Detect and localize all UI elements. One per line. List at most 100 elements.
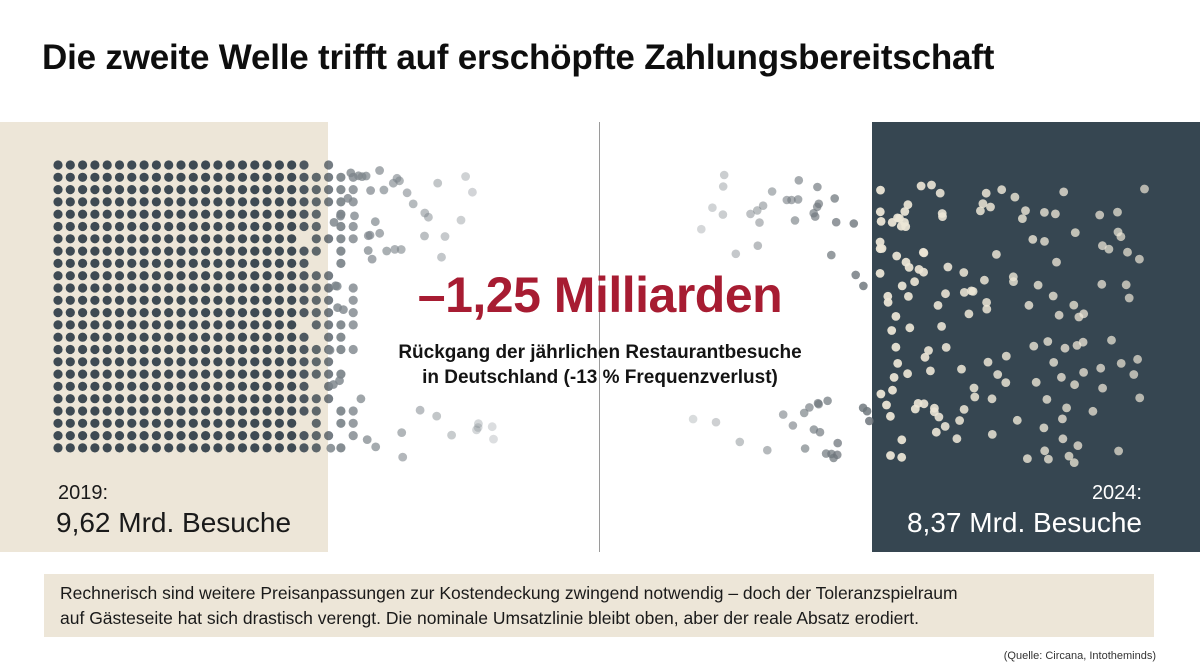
dot-2019 xyxy=(336,234,346,244)
dot-2019 xyxy=(102,320,112,330)
dot-2019 xyxy=(262,443,272,453)
dot-2019 xyxy=(274,221,284,232)
dot-2019 xyxy=(65,344,75,355)
dot-2019 xyxy=(151,381,161,391)
dot-2024 xyxy=(943,262,953,272)
dot-2019 xyxy=(213,308,223,318)
dot-2024 xyxy=(889,373,899,382)
dot-2019 xyxy=(90,369,100,379)
dot-2024 xyxy=(910,404,920,414)
dot-2019 xyxy=(127,197,137,207)
source-label: (Quelle: Circana, Intotheminds) xyxy=(1003,650,1156,662)
dot-2019 xyxy=(262,172,272,182)
dot-2019 xyxy=(139,332,149,342)
dot-2019 xyxy=(250,172,260,182)
dot-2024 xyxy=(1031,377,1041,387)
dot-2019 xyxy=(213,160,223,170)
dot-2019 xyxy=(65,406,75,416)
dot-2019 xyxy=(78,406,88,416)
dot-2024 xyxy=(1098,383,1107,393)
dot-2024 xyxy=(1079,368,1088,377)
dot-2019 xyxy=(151,406,161,416)
dot-2024 xyxy=(997,185,1007,195)
dot-2019 xyxy=(274,295,284,305)
dot-2024-scatter-outside xyxy=(823,396,832,406)
dot-2019 xyxy=(274,381,284,391)
dot-2019 xyxy=(201,344,211,355)
dot-2024 xyxy=(886,451,895,460)
dot-2019 xyxy=(90,381,100,391)
dot-2019 xyxy=(114,246,125,256)
dot-2019 xyxy=(151,332,161,342)
dot-2019-scatter xyxy=(363,246,373,255)
dot-2019 xyxy=(299,185,309,195)
dot-2019 xyxy=(287,209,297,219)
dot-2019 xyxy=(102,234,112,244)
dot-2019 xyxy=(274,209,284,219)
dot-2024 xyxy=(1088,406,1098,416)
dot-2019 xyxy=(90,234,100,244)
dot-2019 xyxy=(151,283,161,293)
dot-2019 xyxy=(139,172,149,182)
dot-2019 xyxy=(127,394,137,404)
dot-2019 xyxy=(188,381,198,391)
dot-2019 xyxy=(213,172,223,182)
dot-2024 xyxy=(976,206,985,216)
dot-2019 xyxy=(299,308,309,318)
dot-2019 xyxy=(102,431,112,441)
dot-2019 xyxy=(78,295,88,305)
dot-2019 xyxy=(127,431,137,441)
dot-2019 xyxy=(53,369,63,379)
dot-2024 xyxy=(978,199,988,209)
dot-2024 xyxy=(875,237,885,247)
dot-2019 xyxy=(164,246,174,256)
dot-2024 xyxy=(1098,241,1107,251)
dot-2024-scatter-outside xyxy=(719,170,729,180)
dot-2019 xyxy=(53,160,63,170)
dot-2024 xyxy=(1021,206,1030,216)
dot-2019 xyxy=(201,160,211,170)
dot-2019-scatter xyxy=(424,212,433,222)
dot-2024 xyxy=(1114,446,1123,456)
dot-2019 xyxy=(151,418,161,428)
dot-2019 xyxy=(237,431,248,441)
dot-2024 xyxy=(919,248,929,258)
dot-2019 xyxy=(287,246,297,256)
dot-2024 xyxy=(875,244,885,254)
dot-2024 xyxy=(1070,228,1080,238)
dot-2019 xyxy=(348,406,358,416)
dot-2019 xyxy=(114,308,125,318)
page-title: Die zweite Welle trifft auf erschöpfte Z… xyxy=(42,38,995,77)
dot-2019-scatter xyxy=(332,281,342,291)
dot-2024 xyxy=(1043,337,1053,346)
dot-2019 xyxy=(188,369,198,379)
dot-2019-scatter xyxy=(447,430,456,440)
dot-2019 xyxy=(151,258,161,268)
dot-2019 xyxy=(53,344,63,355)
dot-2019 xyxy=(324,295,334,305)
dot-2024 xyxy=(905,323,915,333)
dot-2019 xyxy=(213,406,223,416)
dot-2019 xyxy=(102,418,112,428)
dot-2019 xyxy=(176,221,186,232)
dot-2019-scatter xyxy=(472,425,481,435)
dot-2019 xyxy=(127,221,137,232)
dot-2024-scatter-outside xyxy=(753,241,763,250)
dot-2019 xyxy=(299,443,309,453)
dot-2019 xyxy=(139,283,149,293)
dot-2019 xyxy=(151,443,161,453)
dot-2019 xyxy=(201,381,211,391)
dot-2019 xyxy=(188,295,198,305)
dot-scatter-2024-outside xyxy=(688,170,874,463)
dot-2024 xyxy=(900,207,910,216)
dot-2024 xyxy=(1133,354,1142,364)
dot-2024 xyxy=(1029,341,1039,351)
dot-2019 xyxy=(53,271,63,281)
dot-2024 xyxy=(1095,210,1105,220)
dot-2019 xyxy=(250,320,260,330)
dot-2019 xyxy=(274,369,284,379)
dot-2019 xyxy=(201,258,211,268)
dot-2019 xyxy=(311,197,321,207)
dot-2019-scatter xyxy=(339,305,348,314)
dot-2019 xyxy=(53,357,63,367)
